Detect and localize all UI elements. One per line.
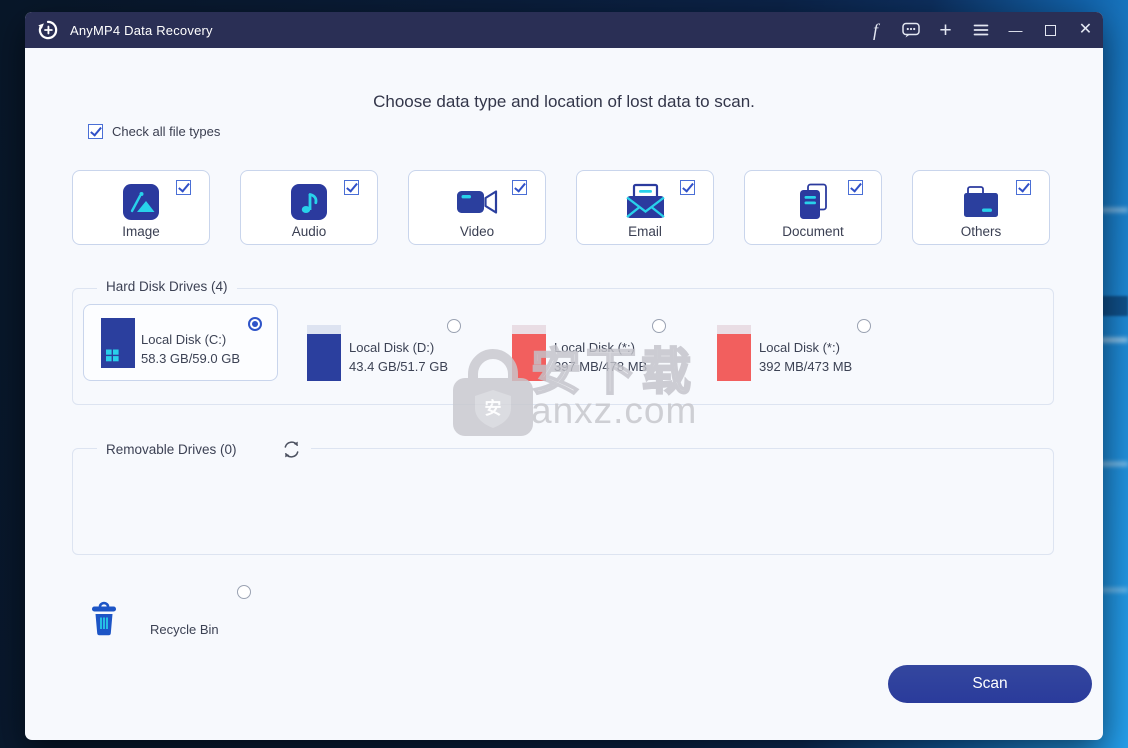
page-title: Choose data type and location of lost da… bbox=[373, 92, 755, 111]
file-type-card-audio[interactable]: Audio bbox=[240, 170, 378, 245]
document-checkbox[interactable] bbox=[848, 180, 863, 195]
removable-drives-legend: Removable Drives (0) bbox=[106, 442, 237, 457]
email-icon bbox=[622, 182, 668, 222]
menu-icon[interactable] bbox=[963, 12, 998, 48]
drive-name: Local Disk (*:) bbox=[554, 340, 635, 355]
minimize-button[interactable]: — bbox=[1008, 22, 1023, 38]
drive-name: Local Disk (C:) bbox=[141, 332, 227, 347]
document-label: Document bbox=[782, 224, 844, 239]
drive-red-icon bbox=[511, 324, 547, 387]
app-logo-icon bbox=[37, 19, 59, 41]
image-icon bbox=[122, 182, 160, 222]
close-button[interactable]: ✕ bbox=[1078, 21, 1093, 38]
document-icon bbox=[795, 182, 831, 222]
removable-drives-section: Removable Drives (0) bbox=[72, 439, 1054, 555]
add-icon[interactable]: + bbox=[939, 18, 952, 42]
wallpaper-light-streak bbox=[1098, 208, 1128, 212]
audio-label: Audio bbox=[291, 224, 327, 239]
audio-checkbox[interactable] bbox=[344, 180, 359, 195]
facebook-icon[interactable]: f bbox=[872, 20, 878, 40]
file-type-card-image[interactable]: Image bbox=[72, 170, 210, 245]
drive-capacity: 58.3 GB/59.0 GB bbox=[141, 351, 241, 366]
feedback-bubble-icon[interactable] bbox=[893, 12, 928, 48]
maximize-button[interactable] bbox=[1033, 12, 1068, 48]
others-checkbox[interactable] bbox=[1016, 180, 1031, 195]
wallpaper-dark-band bbox=[1098, 296, 1128, 316]
file-type-card-others[interactable]: Others bbox=[912, 170, 1050, 245]
drive-4-radio[interactable] bbox=[857, 319, 871, 333]
file-type-card-document[interactable]: Document bbox=[744, 170, 882, 245]
recycle-bin-icon bbox=[88, 601, 120, 637]
video-label: Video bbox=[459, 224, 495, 239]
drive-d-icon bbox=[306, 324, 342, 387]
drive-capacity: 392 MB/473 MB bbox=[759, 359, 853, 374]
titlebar: AnyMP4 Data Recovery f + — bbox=[25, 12, 1103, 48]
audio-icon bbox=[290, 182, 328, 222]
app-window: AnyMP4 Data Recovery f + — bbox=[25, 12, 1103, 740]
video-checkbox[interactable] bbox=[512, 180, 527, 195]
refresh-icon[interactable] bbox=[281, 439, 302, 460]
recycle-bin-label: Recycle Bin bbox=[150, 622, 219, 637]
others-label: Others bbox=[960, 224, 1002, 239]
email-checkbox[interactable] bbox=[680, 180, 695, 195]
file-type-card-email[interactable]: Email bbox=[576, 170, 714, 245]
file-type-card-video[interactable]: Video bbox=[408, 170, 546, 245]
check-all-checkbox[interactable] bbox=[88, 124, 103, 139]
video-icon bbox=[455, 182, 499, 222]
drive-item-c[interactable]: Local Disk (C:) 58.3 GB/59.0 GB bbox=[83, 304, 278, 381]
drive-capacity: 43.4 GB/51.7 GB bbox=[349, 359, 449, 374]
titlebar-buttons: f + — bbox=[858, 12, 1103, 48]
wallpaper-light-streak bbox=[1098, 588, 1128, 592]
drive-red-icon bbox=[716, 324, 752, 387]
check-all-label: Check all file types bbox=[112, 124, 221, 139]
email-label: Email bbox=[628, 224, 662, 239]
drive-3-radio[interactable] bbox=[652, 319, 666, 333]
hard-disk-drives-legend: Hard Disk Drives (4) bbox=[97, 279, 237, 294]
drive-item-3[interactable]: Local Disk (*:) 397 MB/478 MB bbox=[511, 319, 673, 383]
drive-d-radio[interactable] bbox=[447, 319, 461, 333]
recycle-bin-radio[interactable] bbox=[237, 585, 251, 599]
recycle-bin-row[interactable]: Recycle Bin bbox=[88, 601, 219, 642]
drive-c-icon bbox=[100, 317, 136, 374]
drive-name: Local Disk (*:) bbox=[759, 340, 840, 355]
main-content: Choose data type and location of lost da… bbox=[25, 48, 1103, 740]
window-title: AnyMP4 Data Recovery bbox=[70, 22, 213, 38]
scan-button[interactable]: Scan bbox=[888, 665, 1092, 703]
drive-name: Local Disk (D:) bbox=[349, 340, 435, 355]
hard-disk-drives-section: Hard Disk Drives (4) Local Disk (C:) 58.… bbox=[72, 279, 1054, 405]
image-checkbox[interactable] bbox=[176, 180, 191, 195]
wallpaper-light-streak bbox=[1098, 462, 1128, 466]
drive-c-radio[interactable] bbox=[248, 317, 262, 331]
wallpaper-light-streak bbox=[1098, 338, 1128, 342]
drive-capacity: 397 MB/478 MB bbox=[554, 359, 648, 374]
image-label: Image bbox=[122, 224, 160, 239]
check-all-row: Check all file types bbox=[88, 124, 220, 139]
drive-item-d[interactable]: Local Disk (D:) 43.4 GB/51.7 GB bbox=[306, 319, 468, 383]
file-type-cards: Image Audio bbox=[72, 170, 1050, 245]
drive-item-4[interactable]: Local Disk (*:) 392 MB/473 MB bbox=[716, 319, 878, 383]
others-icon bbox=[961, 182, 1001, 222]
